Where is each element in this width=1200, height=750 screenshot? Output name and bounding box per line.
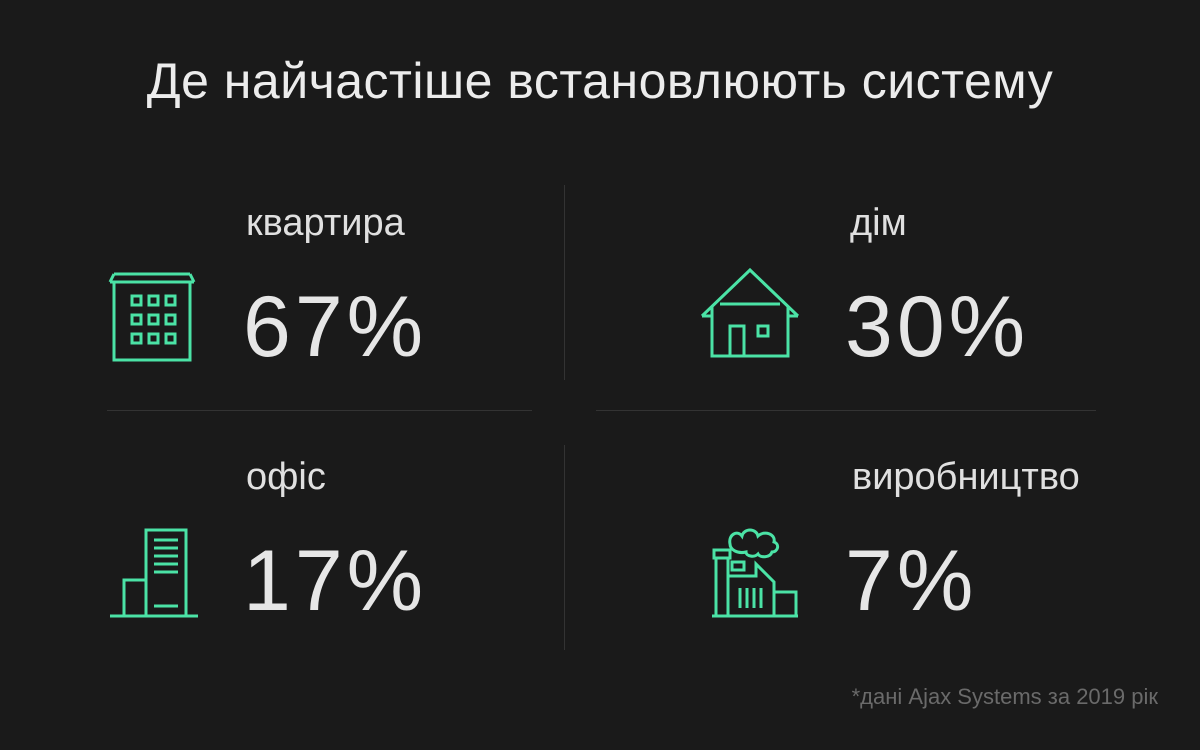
- stat-label-office: офіс: [246, 456, 326, 498]
- stat-value-factory: 7%: [845, 533, 978, 629]
- divider-vertical-top: [564, 185, 565, 380]
- page-title: Де найчастіше встановлюють систему: [146, 53, 1054, 109]
- divider-vertical-bottom: [564, 445, 565, 650]
- factory-icon: [710, 520, 802, 620]
- stat-value-office: 17%: [243, 533, 428, 629]
- stat-value-apartment: 67%: [243, 279, 428, 375]
- office-building-icon: [108, 528, 200, 620]
- apartment-building-icon: [108, 272, 198, 364]
- divider-horizontal-right: [596, 410, 1096, 411]
- footnote: *дані Ajax Systems за 2019 рік: [851, 684, 1158, 709]
- stat-value-house: 30%: [845, 279, 1030, 375]
- house-icon: [700, 266, 800, 360]
- stat-label-factory: виробництво: [852, 456, 1080, 498]
- stat-label-house: дім: [850, 202, 907, 244]
- divider-horizontal-left: [107, 410, 532, 411]
- stat-label-apartment: квартира: [246, 202, 405, 244]
